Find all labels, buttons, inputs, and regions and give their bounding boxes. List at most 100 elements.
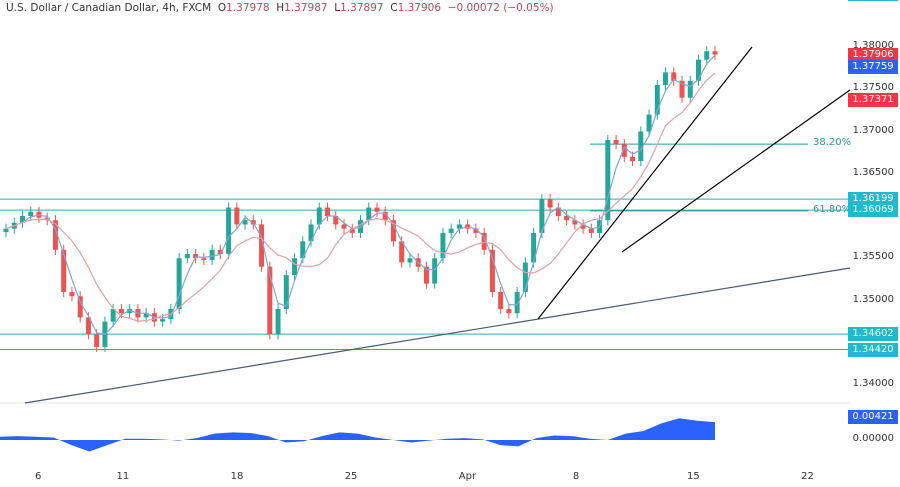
oscillator-tick: 0.00000 <box>852 433 894 444</box>
fib-label: 61.80% <box>813 203 852 215</box>
change-value: −0.00072 (−0.05%) <box>447 2 554 14</box>
candle-body <box>193 254 199 259</box>
candle-body <box>374 207 380 212</box>
candle-body <box>94 334 100 347</box>
price-label: 1.34602 <box>848 327 898 342</box>
candle-body <box>325 207 331 216</box>
low-value: 1.37897 <box>340 2 384 14</box>
x-axis-tick: 11 <box>116 471 130 482</box>
candle-body <box>308 224 314 242</box>
candle-body <box>390 220 396 242</box>
x-axis-tick: 15 <box>687 471 700 482</box>
y-axis-tick: 1.35500 <box>852 251 894 263</box>
candle-body <box>580 224 586 229</box>
candle-body <box>531 232 537 263</box>
candle-body <box>382 211 388 221</box>
price-label: 1.37371 <box>848 93 898 108</box>
candle-body <box>267 266 273 335</box>
candle-body <box>432 258 438 284</box>
candle-body <box>489 249 495 293</box>
candle-body <box>160 319 166 322</box>
candle-body <box>407 258 413 263</box>
x-axis-tick: 6 <box>35 471 42 482</box>
y-axis-tick: 1.34000 <box>852 378 894 389</box>
candle-body <box>316 207 322 225</box>
candle-body <box>481 232 487 250</box>
price-label: 1.36199 <box>848 192 898 207</box>
candle-body <box>448 228 454 233</box>
candle-body <box>539 199 545 233</box>
x-axis-tick: 22 <box>801 471 814 482</box>
candle-body <box>572 220 578 225</box>
y-axis-tick: 1.36500 <box>852 166 894 178</box>
candle-body <box>671 72 677 81</box>
high-label: H <box>276 2 285 14</box>
y-axis-tick: 1.37500 <box>852 82 894 94</box>
candle-body <box>333 216 339 225</box>
fast-moving-average <box>5 54 716 335</box>
candle-body <box>498 292 504 309</box>
candle-body <box>423 266 429 284</box>
candle-body <box>69 292 75 297</box>
y-axis-tick: 1.38000 <box>852 40 894 51</box>
candle-body <box>456 224 462 229</box>
close-value: 1.37906 <box>397 2 441 14</box>
candle-body <box>514 292 520 314</box>
support-trendline <box>621 89 851 253</box>
chart-header: U.S. Dollar / Canadian Dollar, 4h, FXCM … <box>6 2 554 14</box>
candle-body <box>3 228 9 233</box>
candle-body <box>118 308 124 314</box>
candle-body <box>564 216 570 221</box>
x-axis-tick: 8 <box>572 471 580 482</box>
candle-body <box>696 59 702 81</box>
y-axis-tick: 1.37000 <box>852 124 894 136</box>
price-label: 1.34420 <box>848 342 898 357</box>
candle-body <box>704 51 710 60</box>
candle-body <box>366 207 372 221</box>
candle-body <box>440 232 446 259</box>
y-axis-tick: 1.35000 <box>852 293 894 305</box>
candle-body <box>242 220 248 225</box>
fib-label: 38.20% <box>813 137 852 149</box>
candle-body <box>349 228 355 233</box>
candle-body <box>399 241 405 263</box>
candle-body <box>588 228 594 233</box>
candle-body <box>654 85 660 115</box>
open-label: O <box>217 2 227 14</box>
candle-body <box>61 249 67 293</box>
price-label: 1.36069 <box>848 203 898 218</box>
candle-body <box>259 224 265 267</box>
candle-body <box>547 199 553 208</box>
candle-body <box>283 275 289 309</box>
candle-body <box>605 139 611 221</box>
candle-body <box>465 224 471 229</box>
candle-body <box>621 144 627 157</box>
candle-body <box>341 224 347 229</box>
long-trendline <box>24 267 851 404</box>
price-label: 1.37906 <box>848 47 898 62</box>
candle-body <box>292 258 298 276</box>
candle-body <box>217 249 223 255</box>
x-axis-tick: 18 <box>230 471 244 482</box>
symbol-title: U.S. Dollar / Canadian Dollar, 4h, FXCM <box>6 2 212 14</box>
candle-body <box>209 249 215 260</box>
open-value: 1.37978 <box>226 2 270 14</box>
candle-body <box>473 228 479 233</box>
candle-body <box>28 211 34 216</box>
oscillator-area <box>0 418 715 452</box>
candle-body <box>663 72 669 86</box>
slow-moving-average <box>5 72 716 322</box>
high-value: 1.37987 <box>284 2 328 14</box>
candle-body <box>646 114 652 132</box>
price-label: 1.37759 <box>848 60 898 75</box>
candle-body <box>613 139 619 145</box>
candle-body <box>712 51 718 55</box>
candle-body <box>201 258 207 260</box>
candle-body <box>506 308 512 314</box>
price-label: 1.38622 <box>848 0 898 2</box>
candle-body <box>638 131 644 162</box>
candle-body <box>127 308 133 314</box>
low-label: L <box>334 2 341 14</box>
